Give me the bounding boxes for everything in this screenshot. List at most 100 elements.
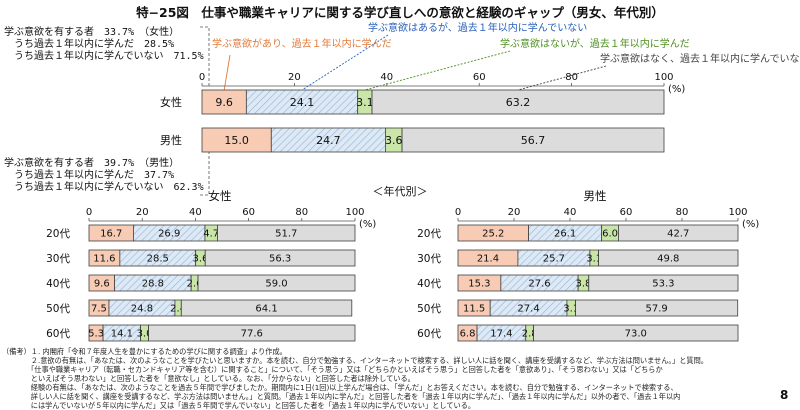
data-label: 11.5 (463, 304, 485, 315)
female-summary-line: うち過去１年以内に学んだ 28.5% (4, 39, 175, 50)
x-tick-label: 60 (473, 72, 486, 83)
data-label: 53.3 (652, 279, 674, 290)
x-tick-label: 80 (295, 207, 308, 218)
bar-segment-will-not-learned (270, 127, 386, 153)
x-tick-label: 80 (565, 72, 578, 83)
female-summary: 学ぶ意欲を有する者 33.7% （女性） うち過去１年以内に学んだ 28.5% … (4, 27, 204, 63)
x-tick-label: 100 (654, 72, 673, 83)
chart-0: 0 20 40 60 80 100(%) 女性 9.6 24.1 3.1 63.2 男性 15.0 24.… (160, 72, 685, 153)
bar-segment-none (533, 324, 739, 342)
male-summary-line: うち過去１年以内に学んだ 37.7% (4, 170, 175, 181)
bar-segment-none (197, 274, 356, 292)
data-label: 2.8 (522, 329, 538, 340)
x-tick-label: 0 (455, 207, 461, 218)
unit-label: (%) (742, 219, 759, 230)
data-label: 25.7 (543, 254, 565, 265)
data-label: 11.6 (93, 254, 115, 265)
x-tick-label: 40 (189, 207, 202, 218)
data-label: 14.1 (111, 329, 133, 340)
summary-bracket (200, 152, 210, 196)
data-label: 77.6 (241, 329, 263, 340)
male-summary-line: うち過去１年以内に学んでいない 62.3% (4, 182, 204, 193)
bar-segment-none (217, 224, 356, 242)
data-label: 9.6 (94, 279, 110, 290)
data-label: 42.7 (667, 229, 689, 240)
x-tick-label: 0 (199, 72, 205, 83)
category-label: 20代 (46, 228, 70, 240)
data-label: 9.6 (215, 96, 233, 109)
data-label: 27.4 (517, 304, 539, 315)
data-label: 28.5 (147, 254, 169, 265)
bar-segment-none (618, 224, 739, 242)
data-label: 3.1 (356, 96, 374, 109)
male-summary-line: 学ぶ意欲を有する者 39.7% （男性） (4, 158, 180, 169)
data-label: 27.6 (528, 279, 550, 290)
data-label: 3.0 (137, 329, 153, 340)
bar-segment-none (148, 324, 356, 342)
data-label: 2.4 (170, 304, 186, 315)
bar-segment-none (588, 274, 739, 292)
category-label: 50代 (417, 303, 441, 315)
female-summary-line: 学ぶ意欲を有する者 33.7% （女性） (4, 27, 180, 38)
data-label: 2.6 (187, 279, 203, 290)
data-label: 7.5 (91, 304, 107, 315)
note-line: には学んでいないが５年以内に学んだ」又は「過去５年間で学んでいない」と回答した者… (2, 401, 476, 410)
note-line: ２.意欲の有無は、「あなたは、次のようなことを学びたいと思いますか。本を読む、自… (2, 356, 708, 365)
unit-label: (%) (359, 219, 376, 230)
data-label: 51.7 (275, 229, 297, 240)
legend-leader-line (517, 65, 607, 91)
legend-label: 学ぶ意欲はないが、過去１年以内に学んだ (500, 37, 690, 50)
data-label: 24.8 (131, 304, 153, 315)
legend-leader-line (301, 34, 389, 91)
data-label: 6.0 (602, 229, 618, 240)
data-label: 64.1 (255, 304, 277, 315)
bar-segment-none (180, 299, 353, 317)
panel-title: 女性 (209, 189, 232, 203)
legend-label: 学ぶ意欲はあるが、過去１年以内に学んでいない (368, 21, 587, 34)
x-tick-label: 100 (345, 207, 364, 218)
data-label: 4.7 (203, 229, 219, 240)
summary-bracket (200, 26, 210, 88)
category-label: 60代 (46, 328, 70, 340)
legend-label: 学ぶ意欲があり、過去１年以内に学んだ (212, 37, 392, 50)
data-label: 24.1 (290, 96, 315, 109)
category-label: 男性 (160, 133, 182, 147)
category-label: 40代 (417, 278, 441, 290)
data-label: 73.0 (625, 329, 647, 340)
note-line: 経験の有無は、「あなたは、次のようなことを過去５年間で学びましたか。期間内に1日… (2, 383, 678, 392)
notes-block: （備考）１. 内閣府「令和７年度人生を豊かにするための学びに関する調査」より作成… (2, 347, 708, 410)
category-label: 女性 (160, 95, 182, 109)
x-tick-label: 40 (564, 207, 577, 218)
data-label: 26.9 (158, 229, 180, 240)
bar-segment-none (371, 89, 665, 115)
legend-leader-line (223, 54, 231, 91)
x-tick-label: 20 (508, 207, 521, 218)
unit-label: (%) (668, 84, 685, 95)
category-label: 50代 (46, 303, 70, 315)
data-label: 3.6 (385, 134, 403, 147)
data-label: 63.2 (506, 96, 531, 109)
bar-segment-learned (201, 127, 272, 153)
x-tick-label: 0 (86, 207, 92, 218)
data-label: 59.0 (265, 279, 287, 290)
note-line: といえばそう思わない」と回答した者を「意欲なし」としている。なお、「分からない」… (2, 374, 415, 383)
bar-segment-will-not-learned (245, 89, 359, 115)
data-label: 3.1 (563, 304, 579, 315)
page-number: 8 (780, 388, 789, 402)
legend-callouts: 学ぶ意欲があり、過去１年以内に学んだ 学ぶ意欲はあるが、過去１年以内に学んでいない… (200, 21, 800, 196)
chart-2: 0 20 40 60 80 100(%) 男性 20代 25.2 26.1 6.0 42.7 30代 21… (417, 189, 759, 342)
bar-segment-none (575, 299, 739, 317)
data-label: 49.8 (657, 254, 679, 265)
data-label: 17.4 (490, 329, 512, 340)
x-tick-label: 20 (288, 72, 301, 83)
x-tick-label: 40 (380, 72, 393, 83)
x-tick-label: 60 (242, 207, 255, 218)
bar-segment-none (598, 249, 739, 267)
data-label: 57.9 (646, 304, 668, 315)
data-label: 21.4 (477, 254, 499, 265)
category-label: 20代 (417, 228, 441, 240)
bar-segment-none (204, 249, 356, 267)
x-tick-label: 20 (136, 207, 149, 218)
